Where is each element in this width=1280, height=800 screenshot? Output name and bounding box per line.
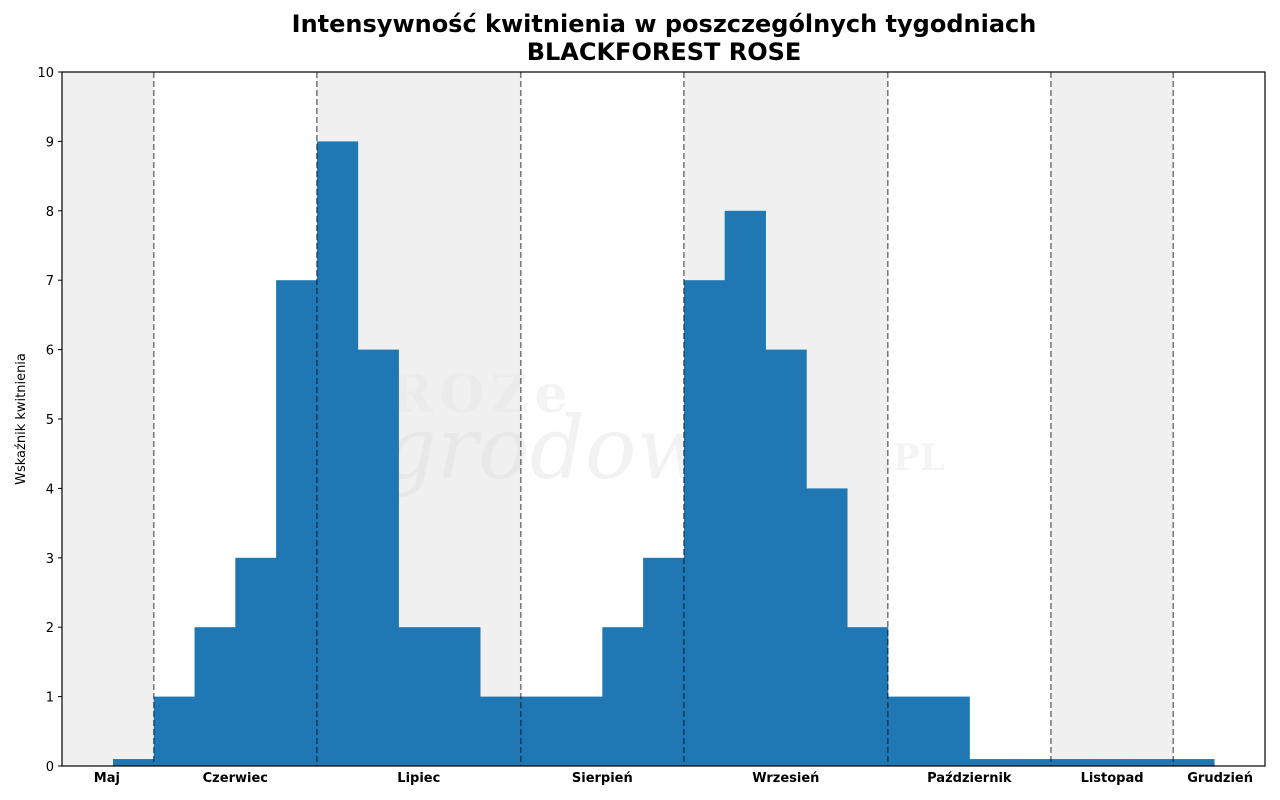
bar xyxy=(683,280,726,766)
month-label: Wrzesień xyxy=(752,771,819,786)
y-tick-label: 8 xyxy=(46,205,54,220)
svg-text:ROZe: ROZe xyxy=(390,364,574,425)
bar xyxy=(1091,759,1133,766)
svg-text:.PL: .PL xyxy=(880,437,945,479)
x-axis: Maj Czerwiec Lipiec Sierpień Wrzesień Paździe… xyxy=(94,771,1253,786)
y-tick-label: 10 xyxy=(37,66,54,81)
bar xyxy=(1173,759,1215,766)
month-label: Czerwiec xyxy=(203,771,268,786)
bar xyxy=(153,696,196,766)
y-axis: 0 1 2 3 4 5 6 7 8 9 10 xyxy=(37,66,62,775)
bar xyxy=(479,696,522,766)
y-tick-label: 0 xyxy=(46,760,54,775)
bar xyxy=(316,141,359,766)
bar xyxy=(112,759,155,766)
month-band xyxy=(1050,72,1174,766)
chart-title-line1: Intensywność kwitnienia w poszczególnych… xyxy=(291,10,1037,38)
bar xyxy=(194,627,236,766)
y-tick-label: 9 xyxy=(46,135,54,150)
bar xyxy=(1050,759,1093,766)
y-tick-label: 4 xyxy=(46,482,54,497)
y-axis-label: Wskaźnik kwitnienia xyxy=(14,353,29,485)
y-tick-label: 3 xyxy=(46,552,54,567)
bar xyxy=(1132,759,1174,766)
bar xyxy=(887,696,930,766)
month-label: Lipiec xyxy=(397,771,440,786)
bar xyxy=(235,557,277,766)
month-band xyxy=(62,72,154,766)
y-tick-label: 7 xyxy=(46,274,54,289)
chart-title: Intensywność kwitnienia w poszczególnych… xyxy=(0,10,1280,66)
bar xyxy=(724,210,766,767)
bar xyxy=(1010,759,1052,766)
month-label: Październik xyxy=(927,771,1012,786)
bar xyxy=(765,349,807,766)
bar xyxy=(439,627,481,766)
y-tick-label: 5 xyxy=(46,413,54,428)
month-label: Maj xyxy=(94,771,120,786)
bar xyxy=(602,627,644,766)
bar xyxy=(928,696,970,766)
bar xyxy=(969,759,1011,766)
bars xyxy=(112,141,1215,767)
bar xyxy=(561,696,603,766)
y-tick-label: 6 xyxy=(46,344,54,359)
bar xyxy=(520,696,563,766)
bar xyxy=(643,557,685,766)
month-label: Sierpień xyxy=(572,771,633,786)
month-dividers xyxy=(152,72,1175,766)
chart-title-line2: BLACKFOREST ROSE xyxy=(526,38,802,66)
month-label: Grudzień xyxy=(1187,771,1253,786)
bar xyxy=(398,627,440,766)
bar xyxy=(357,349,399,766)
y-tick-label: 2 xyxy=(46,621,54,636)
bar xyxy=(806,488,848,766)
bar xyxy=(847,627,889,766)
bar xyxy=(276,280,318,766)
y-tick-label: 1 xyxy=(46,691,54,706)
month-label: Listopad xyxy=(1081,771,1144,786)
